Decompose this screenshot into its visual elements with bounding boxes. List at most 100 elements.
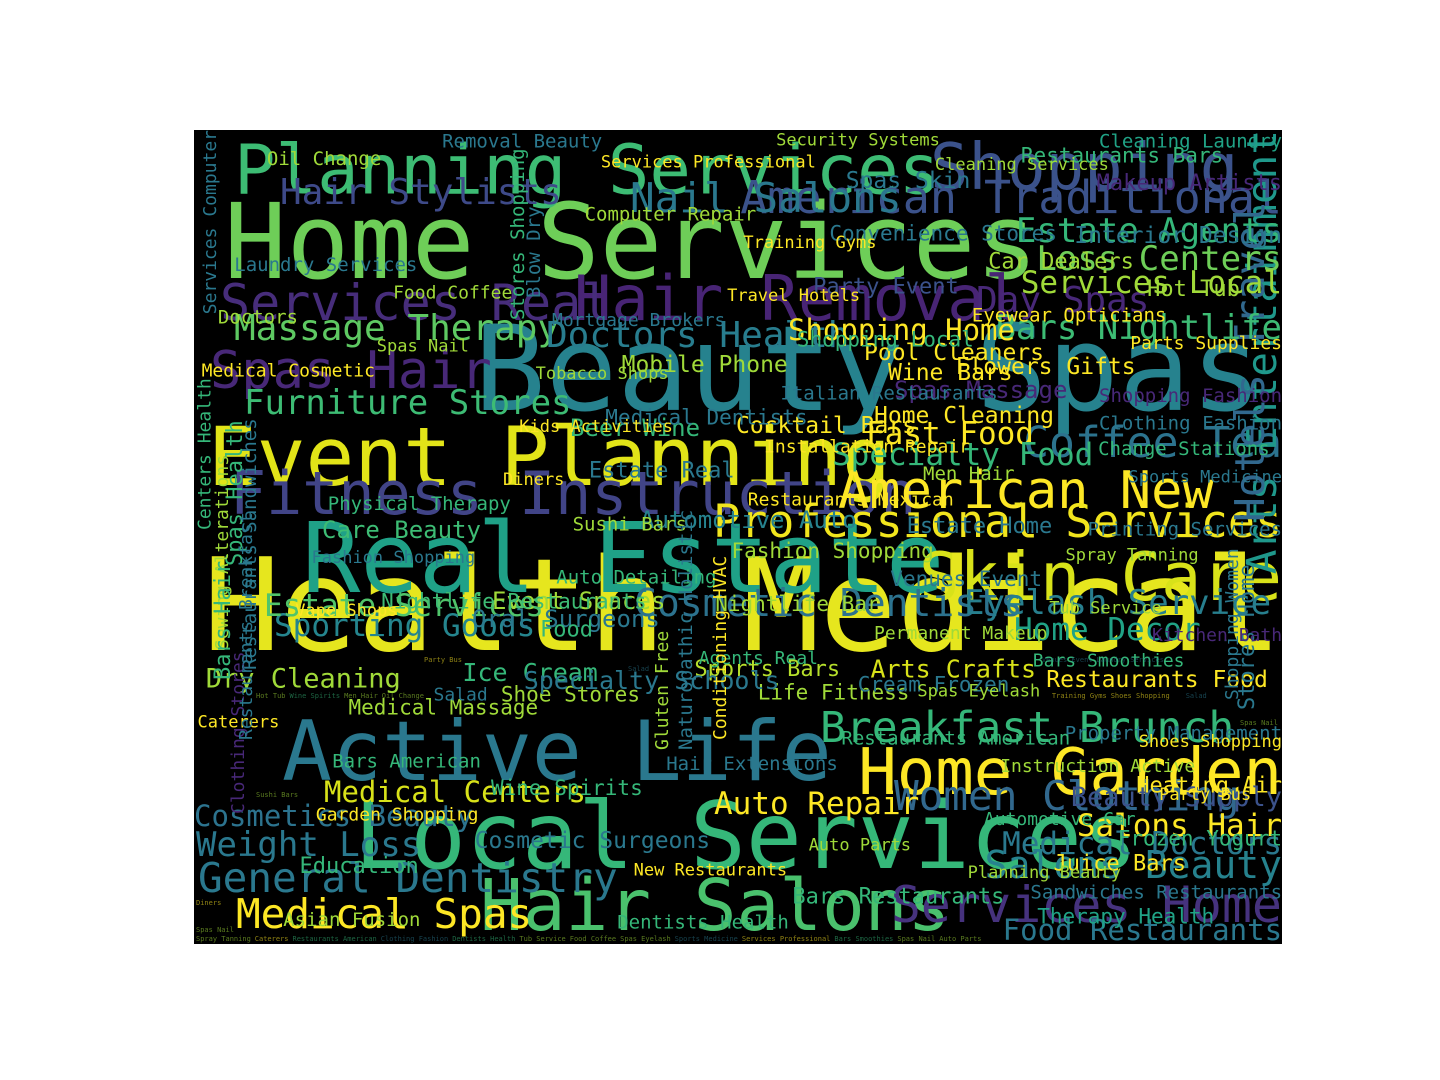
word-cloud-term: Therapy Health bbox=[1037, 905, 1214, 929]
word-cloud-term-filler: Tub Service bbox=[519, 935, 565, 943]
word-cloud-term: Shoes Shopping bbox=[1139, 732, 1282, 752]
word-cloud-term: Juice Bars bbox=[1054, 852, 1186, 877]
word-cloud-term-filler: Wine Spirits bbox=[289, 692, 340, 700]
word-cloud-term: Dentists Health bbox=[617, 912, 789, 934]
word-cloud-term: Installation Repair bbox=[764, 436, 970, 457]
word-cloud: Health Medical Beauty Spas Home Services Re… bbox=[194, 130, 1282, 944]
word-cloud-term: Venues Event bbox=[890, 567, 1042, 591]
word-cloud-term: Flowers Gifts bbox=[956, 354, 1136, 380]
word-cloud-term-filler: Shoes Shopping bbox=[1111, 692, 1170, 700]
word-cloud-term: Security Systems bbox=[776, 131, 940, 151]
word-cloud-term-filler: Spas Nail bbox=[897, 935, 935, 943]
word-cloud-term-filler: Clothing Fashion bbox=[381, 935, 448, 943]
word-cloud-term: Stores Shopping bbox=[507, 148, 529, 320]
word-cloud-term: Spas Health bbox=[223, 420, 248, 566]
word-cloud-term: Clothing Fashion bbox=[1099, 413, 1282, 435]
word-cloud-term-filler: Men Hair bbox=[344, 692, 378, 700]
word-cloud-term: Women Clothing bbox=[894, 772, 1240, 820]
word-cloud-term-filler: Spray Tanning bbox=[196, 935, 251, 943]
word-cloud-term: Change Stations bbox=[1098, 438, 1270, 460]
word-cloud-term: Beer Wine bbox=[570, 414, 700, 442]
word-cloud-term: Massage Therapy bbox=[234, 308, 559, 349]
word-cloud-term-filler: Food Coffee bbox=[570, 935, 616, 943]
word-cloud-term: Cream Frozen bbox=[858, 673, 1010, 697]
word-cloud-term: Agents Real bbox=[699, 648, 818, 669]
word-cloud-term: Bars American bbox=[332, 750, 481, 772]
word-cloud-term: Wine Bars bbox=[888, 360, 1013, 386]
word-cloud-term: Medical Doctors bbox=[1002, 826, 1282, 862]
word-cloud-term: Bars Restaurants bbox=[792, 884, 1004, 909]
word-cloud-term: Salons Beauty bbox=[985, 843, 1282, 887]
word-cloud-term: Property Management bbox=[1065, 723, 1282, 745]
word-cloud-term: Vape Shops bbox=[295, 601, 397, 621]
word-cloud-term: Convenience Stores bbox=[829, 222, 1057, 246]
word-cloud-term: Fitness Instruction bbox=[230, 459, 916, 529]
word-cloud-term: Restaurants Mexican bbox=[748, 489, 954, 510]
word-cloud-term: Clothing Stores bbox=[228, 651, 249, 814]
word-cloud-term: Shopping Local bbox=[797, 328, 974, 352]
word-cloud-term: Planning Beauty bbox=[968, 863, 1122, 883]
word-cloud-term: Cleaning Laundry bbox=[1099, 131, 1282, 153]
word-cloud-term: Coffee Tea bbox=[1023, 418, 1282, 468]
word-cloud-term: Tobacco Shops bbox=[536, 364, 669, 384]
word-cloud-term: Sports Bars bbox=[694, 657, 840, 682]
word-cloud-term: Eyelash Service bbox=[964, 583, 1271, 623]
word-cloud-term: Home Cleaning bbox=[874, 403, 1054, 429]
word-cloud-term: Naturopathic Holistic bbox=[675, 510, 697, 750]
word-cloud-term: Shopping Women bbox=[1222, 548, 1243, 700]
word-cloud-term: Hair Stylists bbox=[280, 172, 562, 213]
word-cloud-term-filler: Sushi Bars bbox=[256, 791, 298, 799]
word-cloud-term: Health Medical bbox=[203, 532, 1282, 681]
word-cloud-term: Estate Real bbox=[589, 459, 735, 484]
word-cloud-term: Diners bbox=[503, 470, 564, 490]
word-cloud-term: Sewing Alterations bbox=[212, 455, 233, 650]
word-cloud-term: Services Home bbox=[891, 876, 1282, 934]
word-cloud-term: Cocktail Bars bbox=[736, 413, 916, 439]
word-cloud-term: Italian Restaurants bbox=[780, 382, 997, 404]
word-cloud-term: Salons Hair bbox=[1077, 808, 1282, 844]
word-cloud-term: Furniture Stores bbox=[244, 383, 572, 423]
word-cloud-term: Breakfast Brunch bbox=[820, 703, 1234, 753]
word-cloud-term: Real Estate bbox=[302, 502, 944, 615]
word-cloud-term: Hot Tub bbox=[1147, 277, 1240, 302]
word-cloud-term: Instruction Active bbox=[1000, 756, 1195, 777]
word-cloud-term: Hair Salons bbox=[480, 864, 950, 944]
word-cloud-term: Doctors Health bbox=[546, 315, 849, 356]
word-cloud-term: Sushi Bars bbox=[573, 514, 687, 536]
word-cloud-term: Training Gyms bbox=[743, 233, 876, 253]
word-cloud-term: Local Services bbox=[354, 782, 1138, 890]
word-cloud-term: Professional Services bbox=[713, 495, 1282, 548]
word-cloud-term: Heating Air bbox=[1136, 774, 1282, 799]
word-cloud-term: Food Coffee bbox=[393, 283, 512, 304]
word-cloud-term: Shopping Home bbox=[788, 313, 1015, 347]
word-cloud-term: Centers Health bbox=[195, 378, 216, 530]
word-cloud-term-filler: Spas Eyelash bbox=[620, 935, 671, 943]
word-cloud-term: Beauty Supply bbox=[1071, 782, 1282, 813]
word-cloud-term: Party Event bbox=[813, 275, 959, 300]
word-cloud-term: Restaurants Sandwiches bbox=[239, 418, 261, 670]
word-cloud-term: Kids Activities bbox=[519, 417, 673, 437]
word-cloud-term: Wine Spirits bbox=[491, 776, 643, 800]
word-cloud-term: Mobile Phone bbox=[622, 352, 788, 378]
word-cloud-term: Medical Centers bbox=[324, 775, 586, 809]
word-cloud-term: Event Spaces bbox=[492, 587, 665, 615]
word-cloud-term-filler: Bars Smoothies bbox=[834, 935, 893, 943]
word-cloud-term-filler: Party Bus bbox=[424, 656, 462, 664]
word-cloud-term: Hair Removal bbox=[574, 262, 1022, 335]
word-cloud-term: Spas Hair bbox=[210, 341, 492, 401]
word-cloud-term: Active Life bbox=[282, 703, 832, 800]
word-cloud-term: Auto Detailing bbox=[556, 566, 716, 588]
word-cloud-term: Pool Cleaners bbox=[864, 340, 1044, 366]
word-cloud-term: Salad bbox=[434, 685, 488, 706]
word-cloud-term: Cosmetic Surgeons bbox=[475, 828, 710, 854]
word-cloud-term: Ice Cream bbox=[462, 658, 597, 687]
word-cloud-term: Garden Shopping bbox=[316, 804, 479, 825]
word-cloud-term: Estate Home bbox=[907, 514, 1053, 539]
word-cloud-term: Day Spas bbox=[976, 280, 1149, 321]
word-cloud-term: Travel Hotels bbox=[727, 286, 860, 306]
word-cloud-term: Hair Extensions bbox=[666, 753, 838, 775]
word-cloud-term: Event Planning bbox=[208, 411, 891, 505]
word-cloud-term-filler: Diners bbox=[196, 899, 221, 907]
word-cloud-term: Life Fitness bbox=[758, 680, 910, 704]
